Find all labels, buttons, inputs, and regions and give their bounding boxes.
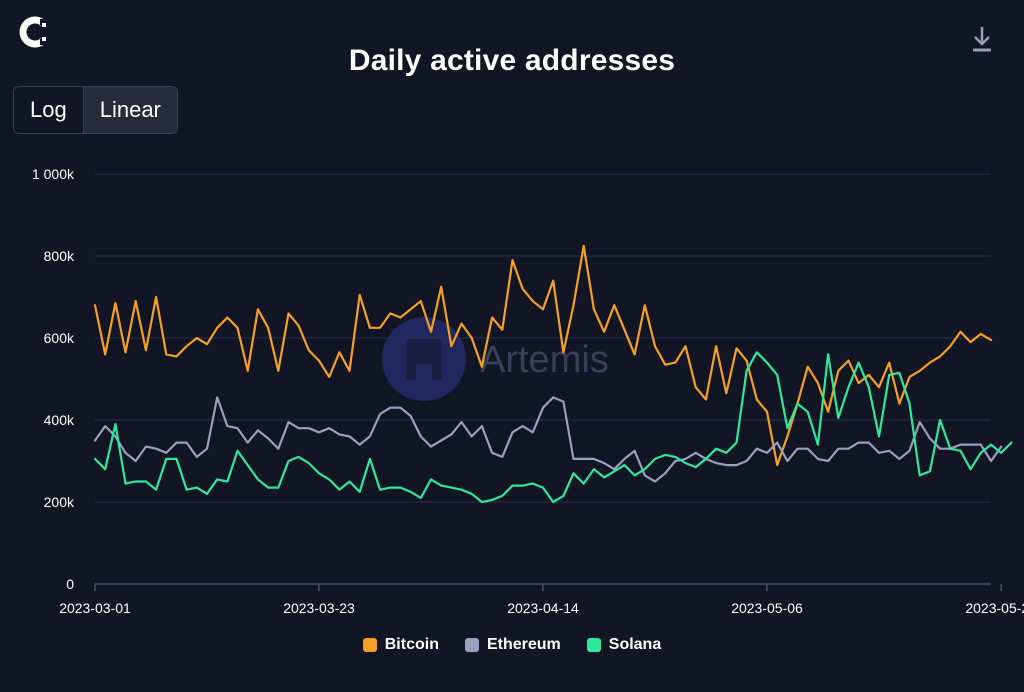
x-tick-label: 2023-05-06 bbox=[731, 600, 803, 616]
x-tick-label: 2023-03-23 bbox=[283, 600, 355, 616]
legend-label-bitcoin: Bitcoin bbox=[384, 636, 439, 653]
line-chart: Artemis 0 200k 400k 600k 800k 1 000k 2023-03-… bbox=[32, 166, 1024, 616]
y-tick-label: 400k bbox=[44, 412, 75, 428]
legend: Bitcoin Ethereum Solana bbox=[0, 636, 1024, 654]
y-tick-label: 0 bbox=[66, 576, 74, 592]
series-line-ethereum bbox=[93, 396, 1003, 483]
legend-label-solana: Solana bbox=[608, 636, 662, 653]
artemis-glyph-icon bbox=[406, 338, 442, 380]
x-tick-label: 2023-03-01 bbox=[59, 600, 131, 616]
y-tick-label: 600k bbox=[44, 330, 75, 346]
solana-swatch bbox=[586, 638, 601, 652]
watermark-text: Artemis bbox=[480, 339, 609, 381]
legend-item-ethereum[interactable]: Ethereum bbox=[464, 636, 561, 654]
scale-toggle: Log Linear bbox=[13, 86, 178, 134]
y-tick-label: 800k bbox=[44, 248, 75, 264]
legend-item-bitcoin[interactable]: Bitcoin bbox=[362, 636, 439, 654]
legend-item-solana[interactable]: Solana bbox=[586, 636, 662, 654]
bitcoin-swatch bbox=[362, 638, 377, 652]
linear-scale-button[interactable]: Linear bbox=[82, 87, 177, 133]
series-line-bitcoin bbox=[93, 244, 993, 467]
ethereum-swatch bbox=[464, 638, 479, 652]
x-tick-label: 2023-05-29 bbox=[965, 600, 1024, 616]
watermark: Artemis bbox=[382, 317, 609, 401]
x-tick-label: 2023-04-14 bbox=[507, 600, 579, 616]
y-tick-label: 1 000k bbox=[32, 166, 75, 182]
log-scale-button[interactable]: Log bbox=[14, 87, 83, 133]
legend-label-ethereum: Ethereum bbox=[486, 636, 561, 653]
download-icon[interactable] bbox=[970, 24, 994, 56]
y-tick-label: 200k bbox=[44, 494, 75, 510]
chart-title: Daily active addresses bbox=[348, 44, 676, 77]
artemis-c-logo-icon bbox=[16, 14, 50, 50]
series-line-solana bbox=[93, 351, 1013, 504]
